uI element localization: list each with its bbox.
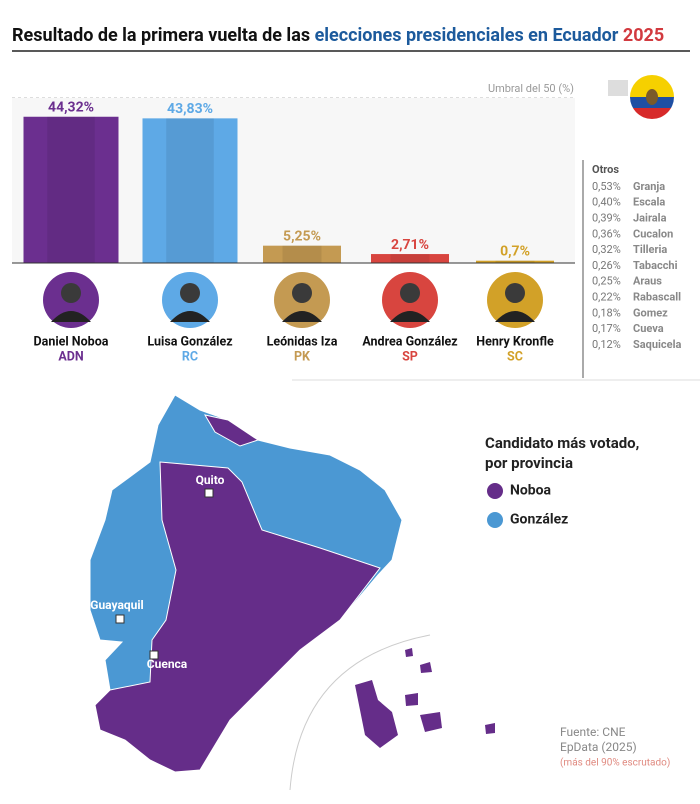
region-noboa <box>203 414 260 447</box>
bar <box>142 118 238 264</box>
other-name: Escala <box>633 196 665 209</box>
other-name: Granja <box>633 180 665 193</box>
flag-red <box>630 108 674 119</box>
island <box>420 662 432 673</box>
title: Resultado de la primera vuelta de las el… <box>12 25 664 46</box>
legend-title: Candidato más votado, <box>485 434 639 452</box>
source-line: (más del 90% escrutado) <box>560 757 670 769</box>
other-name: Tilleria <box>633 243 667 256</box>
photo-body <box>495 311 535 322</box>
legend-label: González <box>510 512 568 528</box>
photo-head <box>61 283 81 303</box>
city-label: Cuenca <box>147 657 188 671</box>
other-name: Tabacchi <box>633 259 678 272</box>
value-label: 0,7% <box>500 243 530 259</box>
party: RC <box>182 349 198 364</box>
other-name: Saquicela <box>633 338 682 351</box>
other-name: Rabascall <box>633 291 681 304</box>
island <box>355 680 398 748</box>
other-name: Cueva <box>633 322 664 335</box>
island <box>405 648 413 657</box>
source-line: Fuente: CNE <box>560 725 626 739</box>
other-share: 0,22% <box>592 291 621 304</box>
value-label: 5,25% <box>283 228 321 244</box>
bar-highlight <box>390 254 430 263</box>
legend-label: Noboa <box>510 483 552 499</box>
title-part: elecciones presidenciales en Ecuador <box>315 25 619 46</box>
candidate-name: Henry Kronfle <box>476 334 554 349</box>
bar-highlight <box>47 116 95 263</box>
other-share: 0,53% <box>592 180 621 193</box>
city-marker <box>149 650 159 660</box>
legend-swatch <box>487 483 503 499</box>
city-label: Guayaquil <box>90 598 143 612</box>
bar-highlight <box>166 118 214 264</box>
map: Quito Guayaquil Cuenca <box>89 394 495 791</box>
photo-head <box>400 283 420 303</box>
photo-body <box>282 311 322 322</box>
other-share: 0,25% <box>592 275 621 288</box>
other-name: Jairala <box>633 212 667 225</box>
photo-body <box>51 311 91 322</box>
party: ADN <box>58 349 84 364</box>
island <box>485 723 495 734</box>
candidate-name: Andrea González <box>362 334 457 349</box>
legend-title: por provincia <box>485 454 573 472</box>
other-name: Araus <box>633 275 662 288</box>
value-label: 2,71% <box>391 237 429 253</box>
title-part: Resultado de la primera vuelta de las <box>12 25 315 46</box>
bar <box>23 116 119 263</box>
city-label: Quito <box>196 473 225 487</box>
other-share: 0,17% <box>592 322 621 335</box>
candidate-name: Luisa González <box>147 334 232 349</box>
island <box>405 693 418 706</box>
others-title: Otros <box>592 163 619 176</box>
ballot-icon <box>608 80 628 96</box>
other-name: Cucalon <box>633 227 673 240</box>
title-part: 2025 <box>618 25 664 46</box>
city-marker <box>115 614 125 624</box>
candidate-name: Daniel Noboa <box>34 334 109 349</box>
city-marker <box>204 488 214 498</box>
party: SP <box>402 349 418 364</box>
source-line: EpData (2025) <box>560 740 637 754</box>
photo-body <box>390 311 430 322</box>
bar <box>476 260 554 263</box>
other-name: Gomez <box>633 306 668 319</box>
inset-arc <box>289 634 431 791</box>
photo-head <box>505 283 525 303</box>
other-share: 0,39% <box>592 212 621 225</box>
bar <box>263 245 341 263</box>
legend-swatch <box>487 512 503 528</box>
other-share: 0,18% <box>592 306 621 319</box>
bar-highlight <box>495 260 535 263</box>
bar <box>371 254 449 263</box>
region-noboa <box>94 461 381 773</box>
island <box>420 712 442 732</box>
threshold-label: Umbral del 50 (%) <box>488 82 574 95</box>
photo-head <box>180 283 200 303</box>
flag-yellow <box>630 75 674 97</box>
other-share: 0,40% <box>592 196 621 209</box>
other-share: 0,26% <box>592 259 621 272</box>
value-label: 44,32% <box>48 99 94 115</box>
party: SC <box>507 349 523 364</box>
flag-emblem <box>646 89 658 105</box>
other-share: 0,12% <box>592 338 621 351</box>
party: PK <box>294 349 311 364</box>
flag-icon <box>608 75 674 119</box>
candidate-name: Leónidas Iza <box>267 334 338 349</box>
value-label: 43,83% <box>167 101 213 117</box>
photo-head <box>292 283 312 303</box>
photo-body <box>170 311 210 322</box>
other-share: 0,36% <box>592 227 621 240</box>
other-share: 0,32% <box>592 243 621 256</box>
bar-highlight <box>282 245 322 263</box>
